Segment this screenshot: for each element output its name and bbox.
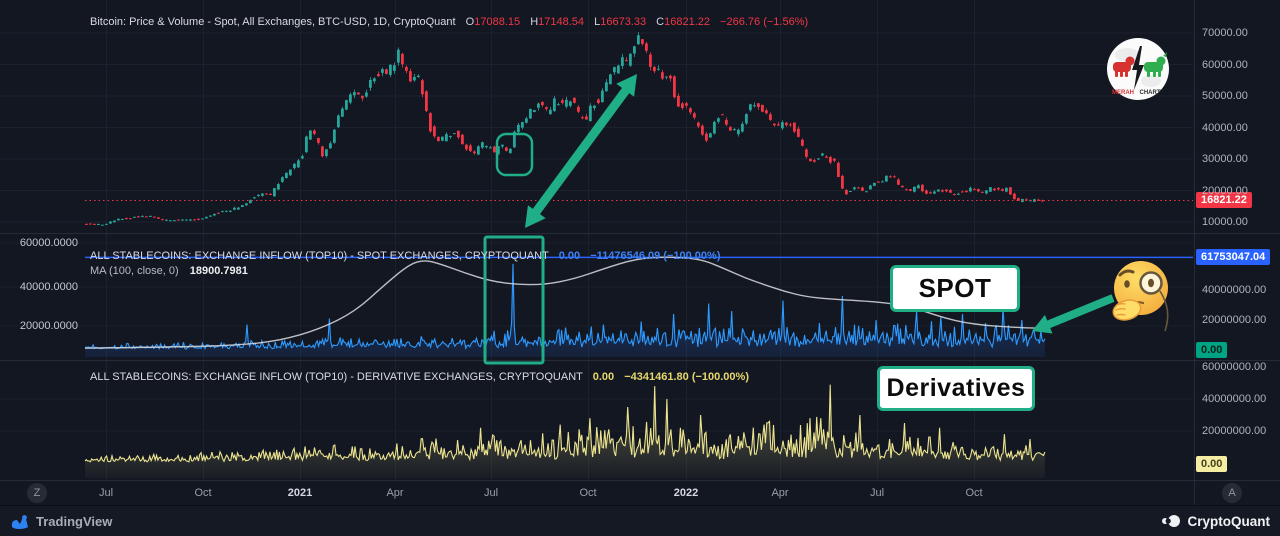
- time-axis-label[interactable]: Jul: [483, 487, 499, 499]
- price-pane-legend[interactable]: Bitcoin: Price & Volume - Spot, All Exch…: [90, 16, 808, 29]
- ohlc-close-label: C: [656, 16, 665, 28]
- time-axis-label[interactable]: Apr: [771, 487, 789, 499]
- price-axis-label[interactable]: 10000.00: [1202, 216, 1248, 228]
- spot-change-value: −11476546.09 (−100.00%): [590, 250, 721, 262]
- thinking-monocle-emoji[interactable]: [1104, 258, 1190, 338]
- timezone-button[interactable]: Z: [27, 483, 47, 503]
- time-axis-label[interactable]: Jul: [869, 487, 885, 499]
- spot-last-value: 0.00: [558, 250, 581, 262]
- price-axis-label[interactable]: 30000.00: [1202, 153, 1248, 165]
- tradingview-logo[interactable]: TradingView: [10, 513, 112, 530]
- time-axis-label[interactable]: Oct: [194, 487, 212, 499]
- price-axis-label[interactable]: 40000.00: [1202, 121, 1248, 134]
- time-axis-label[interactable]: Apr: [386, 487, 404, 499]
- time-axis-label[interactable]: Oct: [579, 487, 597, 499]
- ohlc-open-value: 17088.15: [474, 16, 521, 28]
- highlight-rect-price[interactable]: [495, 132, 534, 177]
- lightning-icon: [1132, 46, 1144, 90]
- ohlc-low-label: L: [594, 16, 601, 28]
- small-arrow-head[interactable]: [1032, 314, 1053, 334]
- time-axis-label[interactable]: Jul: [98, 487, 114, 499]
- deriv-change-value: −4341461.80 (−100.00%): [624, 371, 749, 383]
- price-axis-label[interactable]: 70000.00: [1202, 27, 1248, 39]
- ma-label[interactable]: MA (100, close, 0): [90, 265, 179, 277]
- ma-axis-label[interactable]: 40000.0000: [19, 281, 78, 293]
- spot-axis-label[interactable]: 20000000.00: [1202, 314, 1267, 326]
- derivative-inflow-series[interactable]: [84, 384, 1046, 478]
- ma-axis-label[interactable]: 20000.0000: [19, 320, 78, 332]
- spot-annotation-text: SPOT: [918, 273, 992, 303]
- deriv-pane-legend[interactable]: ALL STABLECOINS: EXCHANGE INFLOW (TOP10)…: [90, 371, 749, 384]
- price-axis-label[interactable]: 60000.00: [1202, 58, 1248, 71]
- watermark-word1: MERAH: [1112, 90, 1134, 96]
- ohlc-change-value: −266.76 (−1.56%): [720, 16, 809, 28]
- deriv-last-value: 0.00: [592, 371, 615, 383]
- tradingview-icon: [11, 514, 28, 529]
- time-axis-label[interactable]: 2021: [287, 487, 313, 499]
- bear-icon: [1113, 56, 1135, 77]
- footer-bar: TradingView CryptoQuant: [0, 505, 1280, 536]
- deriv-pane-title[interactable]: ALL STABLECOINS: EXCHANGE INFLOW (TOP10)…: [90, 371, 583, 383]
- highlight-rect-spot[interactable]: [483, 235, 545, 365]
- monocle-chain: [1159, 290, 1169, 332]
- auto-scale-button[interactable]: A: [1222, 483, 1242, 503]
- cryptoquant-logo[interactable]: CryptoQuant: [1161, 513, 1271, 529]
- time-axis-label[interactable]: 2022: [673, 487, 699, 499]
- spot-level-badge: 61753047.04: [1196, 249, 1271, 265]
- last-price-badge: 16821.22: [1196, 192, 1252, 208]
- spot-inflow-series[interactable]: [84, 263, 1046, 357]
- derivatives-annotation-label[interactable]: Derivatives: [877, 366, 1035, 411]
- cryptoquant-icon: [1161, 515, 1180, 527]
- spot-pane-title[interactable]: ALL STABLECOINS: EXCHANGE INFLOW (TOP10)…: [90, 250, 549, 262]
- deriv-axis-label[interactable]: 60000000.00: [1202, 361, 1267, 373]
- deriv-axis-label[interactable]: 40000000.00: [1202, 393, 1267, 405]
- arrow-head-up[interactable]: [616, 74, 637, 97]
- spot-pane-legend[interactable]: ALL STABLECOINS: EXCHANGE INFLOW (TOP10)…: [90, 250, 720, 263]
- cryptoquant-label: CryptoQuant: [1187, 513, 1271, 529]
- time-axis-label[interactable]: Oct: [965, 487, 983, 499]
- emoji-right-eye: [1148, 278, 1154, 288]
- ohlc-open-label: O: [465, 16, 475, 28]
- ma-axis-label[interactable]: 60000.0000: [19, 237, 78, 249]
- derivatives-annotation-text: Derivatives: [886, 374, 1026, 402]
- arrow-head-down[interactable]: [525, 205, 546, 228]
- emoji-eyebrow: [1118, 269, 1135, 277]
- symbol-title[interactable]: Bitcoin: Price & Volume - Spot, All Exch…: [90, 16, 456, 28]
- bull-icon: [1144, 52, 1167, 77]
- btc-candlestick-series[interactable]: [85, 32, 1044, 226]
- watermark-word2: CHART: [1140, 90, 1161, 96]
- deriv-zero-badge: 0.00: [1196, 456, 1228, 472]
- ohlc-close-value: 16821.22: [664, 16, 711, 28]
- spot-axis-label[interactable]: 40000000.00: [1202, 284, 1267, 296]
- small-arrow-shaft[interactable]: [1045, 294, 1115, 329]
- price-axis-label[interactable]: 50000.00: [1202, 90, 1248, 102]
- deriv-axis-label[interactable]: 20000000.00: [1202, 425, 1267, 437]
- double-arrow-shaft[interactable]: [532, 87, 630, 215]
- ohlc-high-value: 17148.54: [538, 16, 585, 28]
- drawing-annotations[interactable]: [483, 74, 1115, 365]
- ohlc-low-value: 16673.33: [600, 16, 647, 28]
- price-axis-label[interactable]: 20000.00: [1202, 184, 1248, 197]
- emoji-left-eye: [1124, 280, 1130, 288]
- ohlc-high-label: H: [530, 16, 539, 28]
- tradingview-label: TradingView: [36, 513, 113, 529]
- spot-annotation-label[interactable]: SPOT: [890, 265, 1020, 312]
- merah-chart-watermark-logo: MERAH CHART: [1107, 38, 1169, 100]
- spot-zero-badge: 0.00: [1196, 342, 1228, 358]
- ma-legend[interactable]: MA (100, close, 0) 18900.7981: [90, 265, 248, 278]
- emoji-hand: [1112, 299, 1142, 321]
- ma-value: 18900.7981: [189, 265, 248, 277]
